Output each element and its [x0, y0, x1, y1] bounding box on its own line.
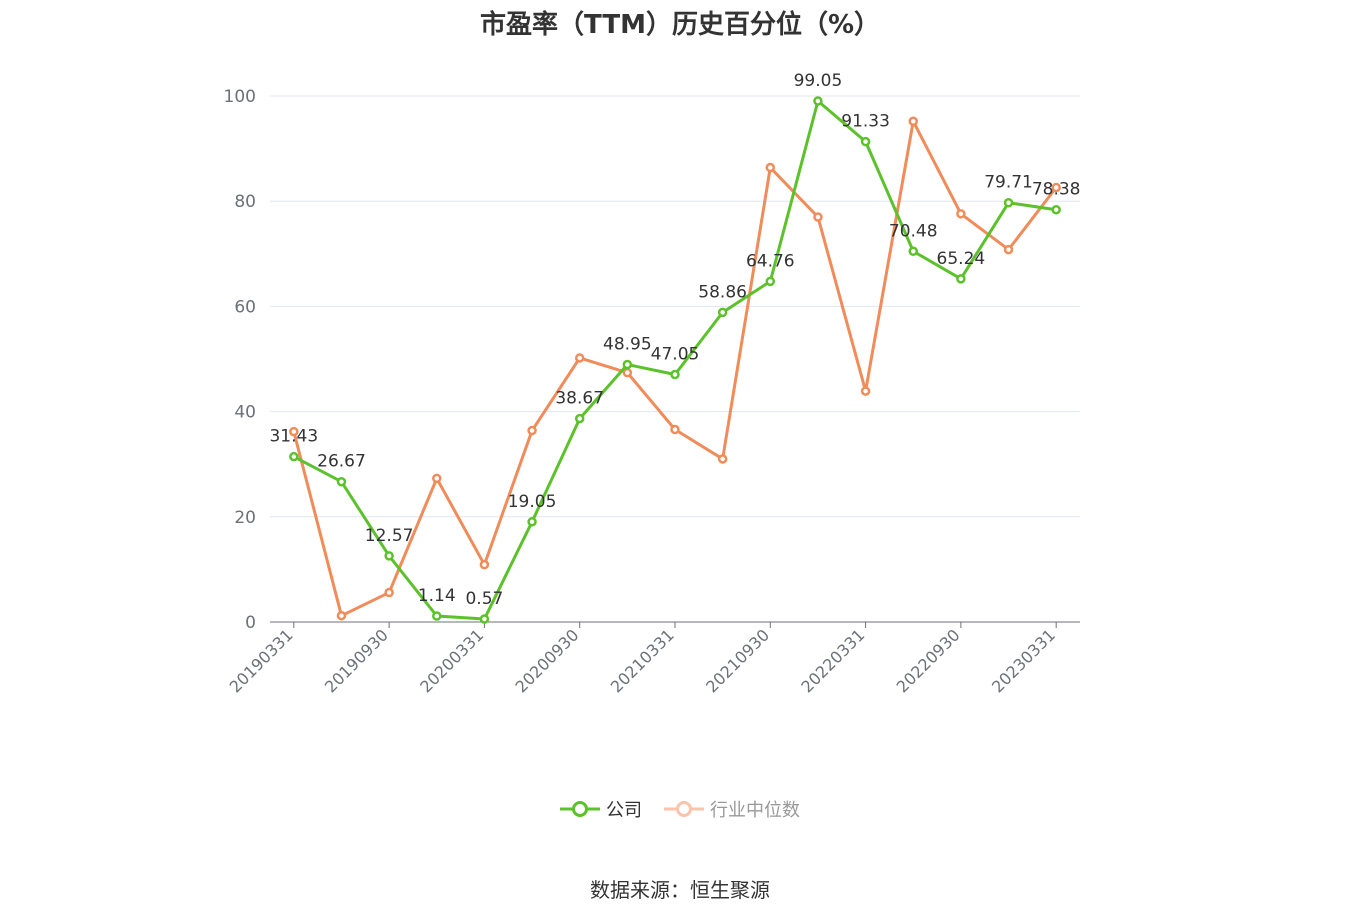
y-tick-label: 80 [234, 192, 256, 212]
data-point [813, 96, 823, 106]
data-label: 91.33 [841, 112, 890, 132]
legend-label-company: 公司 [606, 800, 642, 821]
x-tick-label: 20220930 [893, 625, 964, 696]
data-point [956, 274, 966, 284]
data-label: 65.24 [937, 249, 986, 269]
data-point [717, 454, 728, 464]
chart-title: 市盈率（TTM）历史百分位（%） [480, 10, 880, 40]
data-point [622, 359, 633, 370]
data-point [908, 116, 918, 126]
data-label: 99.05 [794, 71, 843, 91]
y-tick-label: 60 [234, 297, 256, 317]
data-point [527, 425, 537, 436]
data-labels: 31.43 26.67 12.57 1.14 0.57 19.05 38.67 48.9547… [269, 71, 1080, 609]
data-point [860, 136, 871, 147]
data-point [336, 476, 347, 487]
data-point [432, 611, 442, 621]
data-point [670, 369, 680, 380]
y-tick-label: 100 [224, 87, 256, 107]
y-tick-label: 40 [234, 403, 256, 423]
data-label: 47.05 [651, 345, 700, 365]
legend-item-industry-median[interactable]: 行业中位数 [664, 796, 800, 822]
axes: 0 20 40 60 80 100 20190331 20190930 20200331 2020… [224, 87, 1080, 696]
data-label: 58.86 [698, 282, 747, 302]
data-point [289, 426, 299, 437]
data-point [384, 587, 394, 598]
data-point [384, 551, 394, 561]
legend-line-icon [664, 801, 704, 817]
series [289, 96, 1061, 624]
data-point [527, 517, 537, 527]
data-point [479, 559, 490, 570]
y-tick-label: 20 [234, 508, 256, 528]
data-label: 78.38 [1032, 180, 1081, 200]
data-label: 12.57 [365, 526, 414, 546]
data-point [1003, 197, 1014, 208]
data-point [479, 614, 490, 624]
x-tick-label: 20200331 [416, 625, 487, 696]
data-label: 26.67 [317, 452, 366, 472]
x-tick-label: 20190331 [226, 625, 297, 696]
x-tick-label: 20200930 [512, 625, 583, 696]
data-point [860, 386, 871, 396]
x-tick-label: 20190930 [321, 625, 392, 696]
data-label: 0.57 [465, 589, 503, 609]
data-point [765, 162, 776, 173]
data-label: 19.05 [508, 492, 557, 512]
data-source: 数据来源：恒生聚源 [590, 878, 770, 902]
data-label: 64.76 [746, 251, 795, 271]
data-point [717, 307, 728, 318]
data-label: 48.95 [603, 335, 652, 355]
data-point [1051, 204, 1061, 215]
y-tick-label: 0 [245, 613, 256, 633]
data-point [574, 413, 585, 424]
data-label: 70.48 [889, 221, 938, 241]
legend-label-industry-median: 行业中位数 [710, 800, 800, 821]
legend-item-company[interactable]: 公司 [560, 796, 642, 822]
data-point [432, 473, 442, 484]
data-point [1051, 182, 1061, 193]
data-point [336, 610, 347, 621]
x-tick-label: 20230331 [988, 625, 1059, 696]
data-point [1003, 244, 1014, 255]
data-point [622, 367, 633, 378]
data-label: 38.67 [555, 389, 604, 409]
x-tick-label: 20210331 [607, 625, 678, 696]
grid-lines [270, 95, 1080, 518]
data-label: 31.43 [269, 427, 318, 447]
data-label: 79.71 [984, 173, 1033, 193]
legend: 公司 行业中位数 [0, 796, 1360, 822]
data-point [956, 209, 966, 219]
data-point [289, 451, 299, 462]
data-point [908, 246, 918, 257]
x-tick-label: 20220331 [797, 625, 868, 696]
data-point [813, 212, 823, 222]
data-point [765, 276, 776, 287]
data-point [670, 424, 680, 435]
data-point [574, 353, 585, 363]
data-label: 1.14 [418, 586, 456, 606]
legend-line-icon [560, 801, 600, 817]
x-tick-label: 20210930 [702, 625, 773, 696]
